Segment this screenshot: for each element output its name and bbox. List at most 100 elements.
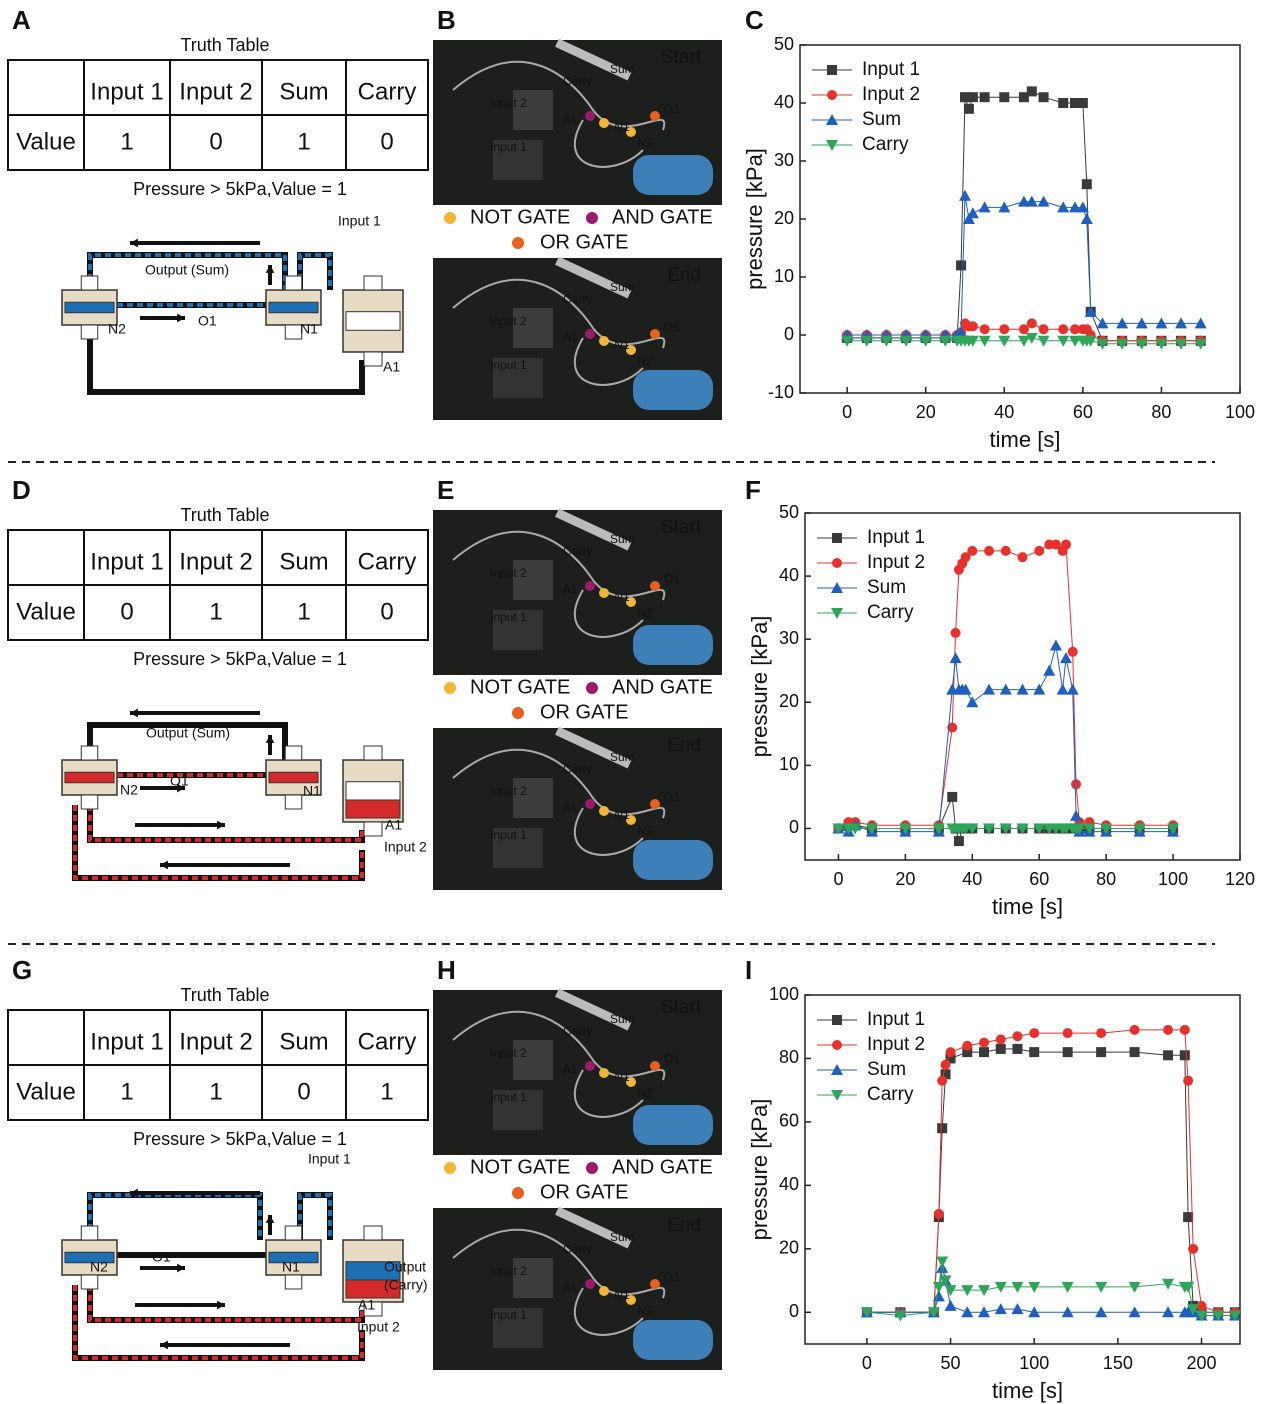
data-point	[1060, 652, 1072, 664]
data-point	[1012, 1043, 1023, 1054]
photo-gate	[599, 1068, 609, 1078]
photo-gate	[599, 336, 609, 346]
legend-dot	[512, 1187, 524, 1199]
data-point	[1163, 1024, 1174, 1035]
y-axis-label: pressure [kPa]	[747, 1099, 772, 1241]
photo-label: N2	[637, 1304, 653, 1318]
gate-legend: NOT GATE	[470, 1156, 570, 1178]
flow-arrow-head	[217, 820, 225, 830]
photo-tag: End	[667, 735, 701, 756]
photo-label: A1	[563, 582, 578, 596]
data-point	[1073, 823, 1086, 835]
photo-label: Input 2	[490, 1046, 527, 1060]
flow-arrow-head	[265, 1215, 275, 1223]
flow-arrow-head	[265, 735, 275, 743]
photo-label: Input 1	[490, 1308, 527, 1322]
data-point	[932, 1290, 945, 1302]
y-tick-label: 80	[779, 1047, 799, 1067]
legend-dot	[444, 212, 456, 224]
photo-label: Carry	[563, 292, 592, 306]
valve-chamber	[268, 301, 319, 314]
legend-marker	[831, 1064, 843, 1075]
photo-plate	[513, 778, 553, 818]
photo-gate	[585, 581, 595, 591]
table-header: Input 1	[90, 1028, 163, 1055]
data-point	[966, 823, 979, 835]
data-point	[1076, 201, 1089, 213]
data-point	[1057, 201, 1070, 213]
data-point	[1135, 317, 1148, 329]
x-tick-label: 40	[994, 402, 1014, 422]
table-cell: 0	[120, 598, 133, 625]
valve-port	[80, 794, 99, 810]
valve-port	[80, 1225, 99, 1241]
legend-marker	[831, 608, 843, 619]
legend-label: Input 1	[867, 527, 925, 548]
valve-chamber	[345, 311, 401, 331]
data-point	[1012, 1031, 1023, 1042]
tube	[87, 335, 365, 395]
x-tick-label: 100	[1158, 869, 1188, 889]
data-point	[1062, 1028, 1073, 1039]
valve-port	[80, 745, 99, 761]
table-cell: 1	[120, 128, 133, 155]
photo-gate	[585, 1279, 595, 1289]
y-tick-label: 40	[779, 565, 799, 585]
table-header: Sum	[279, 78, 328, 105]
photo-syringe	[555, 1206, 632, 1249]
x-tick-label: 120	[1225, 869, 1255, 889]
tube	[87, 805, 365, 843]
photo-tag: End	[667, 265, 701, 286]
data-point	[932, 1281, 945, 1293]
legend-label: Input 2	[867, 552, 925, 573]
data-point	[963, 103, 974, 114]
data-point	[1061, 1281, 1074, 1293]
plot-frame	[804, 512, 1241, 861]
valve-chamber	[268, 1251, 319, 1264]
data-point	[1116, 317, 1129, 329]
photo-gate	[585, 1061, 595, 1071]
diagram-label: Output (Sum)	[145, 262, 229, 278]
panel-letter: F	[745, 475, 761, 505]
photo-label: Sum	[610, 280, 635, 294]
data-point	[967, 92, 978, 103]
photo-label: Input 2	[490, 1264, 527, 1278]
data-point	[1011, 1303, 1024, 1315]
y-tick-label: 100	[769, 984, 799, 1004]
flow-arrow-head	[130, 708, 138, 718]
legend-marker	[831, 1090, 843, 1101]
valve-port	[284, 324, 303, 340]
data-point	[1017, 335, 1030, 347]
data-point	[1175, 317, 1188, 329]
legend-dot	[586, 682, 598, 694]
diagram-label: N2	[120, 782, 138, 798]
legend-label: Carry	[862, 134, 909, 155]
photo-gate	[599, 588, 609, 598]
data-point	[1095, 1306, 1108, 1318]
valve-chamber	[268, 771, 319, 784]
data-point	[1038, 324, 1049, 335]
x-tick-label: 100	[1019, 1353, 1049, 1373]
diagram-label: Input 1	[338, 213, 381, 229]
diagram-label: A1	[358, 1297, 375, 1313]
diagram-label: Output	[384, 1259, 426, 1275]
photo-label: O1	[664, 102, 680, 116]
photo-gate	[626, 597, 636, 607]
y-tick-label: 40	[774, 92, 794, 112]
data-point	[1011, 1281, 1024, 1293]
data-point	[999, 683, 1012, 695]
valve-port	[80, 275, 99, 291]
photo-label: Carry	[563, 544, 592, 558]
data-point	[1026, 86, 1037, 97]
table-cell: 0	[209, 128, 222, 155]
data-point	[832, 823, 845, 835]
valve-chamber	[64, 1251, 115, 1264]
photo-glove	[633, 370, 713, 410]
photo-plate	[513, 308, 553, 348]
data-point	[1083, 823, 1096, 835]
data-point	[959, 189, 971, 201]
data-point	[1080, 213, 1093, 224]
photo-label: N2	[637, 136, 653, 150]
data-point	[999, 92, 1010, 103]
data-point	[937, 1075, 948, 1086]
